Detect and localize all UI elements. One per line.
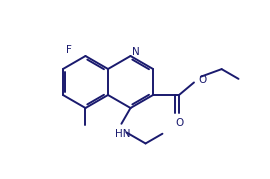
Text: O: O [198,76,206,85]
Text: O: O [175,118,183,128]
Text: N: N [132,47,140,57]
Text: F: F [66,45,72,55]
Text: HN: HN [115,129,130,139]
